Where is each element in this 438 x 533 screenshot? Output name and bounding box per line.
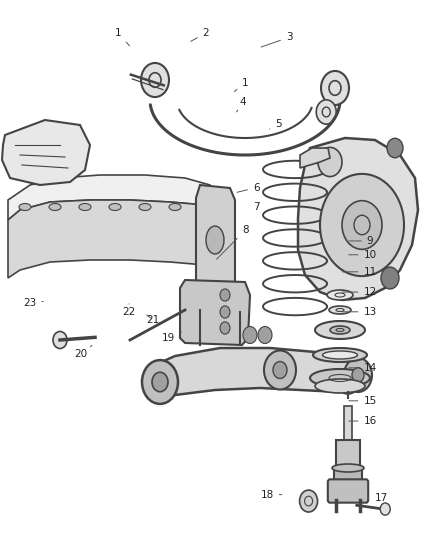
- Text: 5: 5: [269, 119, 282, 129]
- Text: 6: 6: [237, 183, 260, 192]
- Circle shape: [243, 327, 257, 343]
- Circle shape: [141, 63, 169, 97]
- Ellipse shape: [19, 204, 31, 211]
- Circle shape: [318, 148, 342, 176]
- Text: 3: 3: [261, 33, 293, 47]
- Bar: [336, 440, 360, 468]
- Circle shape: [220, 322, 230, 334]
- Circle shape: [387, 138, 403, 158]
- Ellipse shape: [341, 386, 355, 394]
- Ellipse shape: [315, 321, 365, 339]
- Ellipse shape: [206, 226, 224, 254]
- Circle shape: [321, 71, 349, 105]
- Ellipse shape: [49, 204, 61, 211]
- Ellipse shape: [332, 464, 364, 472]
- Circle shape: [220, 306, 230, 318]
- Circle shape: [258, 327, 272, 343]
- Ellipse shape: [329, 306, 351, 314]
- Bar: [334, 468, 362, 495]
- Circle shape: [342, 200, 382, 249]
- Text: 23: 23: [23, 298, 43, 308]
- Ellipse shape: [79, 204, 91, 211]
- Text: 18: 18: [261, 490, 282, 499]
- Bar: [344, 406, 352, 440]
- Circle shape: [152, 372, 168, 392]
- Circle shape: [300, 490, 318, 512]
- Circle shape: [381, 267, 399, 289]
- Text: 16: 16: [349, 416, 377, 426]
- Polygon shape: [2, 120, 90, 185]
- Polygon shape: [8, 200, 210, 278]
- Circle shape: [320, 174, 404, 276]
- Text: 21: 21: [147, 315, 160, 325]
- Text: 4: 4: [237, 98, 247, 112]
- Text: 19: 19: [162, 332, 181, 343]
- Text: 2: 2: [191, 28, 209, 41]
- Text: 9: 9: [349, 236, 374, 246]
- Polygon shape: [300, 148, 330, 168]
- Polygon shape: [196, 185, 235, 310]
- Text: 1: 1: [234, 78, 249, 92]
- Text: 12: 12: [342, 287, 377, 297]
- Ellipse shape: [109, 204, 121, 211]
- Ellipse shape: [315, 379, 365, 393]
- Ellipse shape: [330, 326, 350, 334]
- Circle shape: [264, 351, 296, 390]
- Polygon shape: [142, 348, 368, 395]
- Ellipse shape: [310, 369, 370, 387]
- Ellipse shape: [139, 204, 151, 211]
- Text: 8: 8: [216, 225, 249, 259]
- Ellipse shape: [169, 204, 181, 211]
- Ellipse shape: [313, 348, 367, 362]
- Text: 20: 20: [74, 345, 92, 359]
- Polygon shape: [180, 280, 250, 345]
- Circle shape: [220, 289, 230, 301]
- Text: 14: 14: [349, 363, 377, 373]
- Polygon shape: [8, 175, 215, 220]
- Text: 11: 11: [342, 267, 377, 277]
- Circle shape: [53, 332, 67, 349]
- Ellipse shape: [327, 290, 353, 300]
- Text: 1: 1: [115, 28, 130, 46]
- Text: 15: 15: [349, 396, 377, 406]
- Circle shape: [344, 358, 372, 392]
- Polygon shape: [298, 138, 418, 300]
- Circle shape: [380, 503, 390, 515]
- Circle shape: [352, 368, 364, 382]
- Text: 10: 10: [349, 250, 377, 260]
- Circle shape: [316, 100, 336, 124]
- Text: 7: 7: [253, 202, 265, 212]
- Text: 22: 22: [123, 304, 136, 317]
- Circle shape: [273, 361, 287, 378]
- Ellipse shape: [322, 351, 357, 359]
- FancyBboxPatch shape: [328, 479, 368, 503]
- Circle shape: [142, 360, 178, 404]
- Text: 13: 13: [342, 307, 377, 317]
- Text: 17: 17: [368, 494, 388, 503]
